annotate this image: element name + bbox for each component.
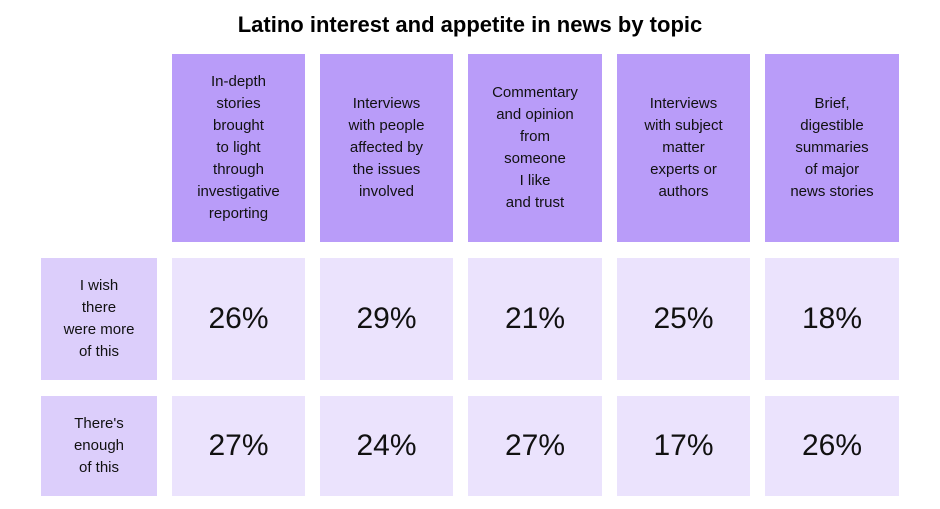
value-cell: 21% [468, 258, 602, 380]
column-header-commentary: Commentary and opinion from someone I li… [468, 54, 602, 242]
column-header-expert-interviews: Interviews with subject matter experts o… [617, 54, 750, 242]
column-header-affected-interviews: Interviews with people affected by the i… [320, 54, 453, 242]
column-header-brief-summaries: Brief, digestible summaries of major new… [765, 54, 899, 242]
value-cell: 18% [765, 258, 899, 380]
value-cell: 26% [765, 396, 899, 496]
row-header-wish-more: I wish there were more of this [41, 258, 157, 380]
value-cell: 29% [320, 258, 453, 380]
row-header-enough: There's enough of this [41, 396, 157, 496]
value-cell: 24% [320, 396, 453, 496]
column-header-investigative: In-depth stories brought to light throug… [172, 54, 305, 242]
chart-title: Latino interest and appetite in news by … [237, 12, 703, 37]
value-cell: 26% [172, 258, 305, 380]
value-cell: 27% [172, 396, 305, 496]
value-cell: 25% [617, 258, 750, 380]
value-cell: 27% [468, 396, 602, 496]
value-cell: 17% [617, 396, 750, 496]
